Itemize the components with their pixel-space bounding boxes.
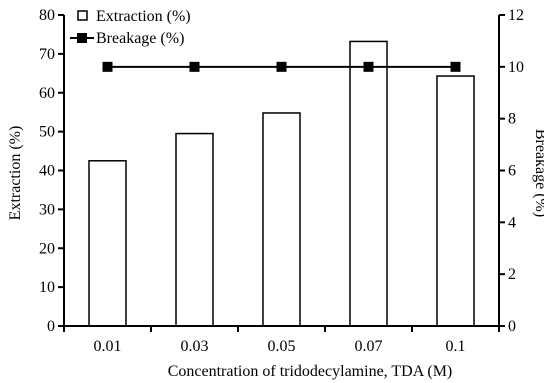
y-left-tick-label: 60 [39,85,55,102]
breakage-point [276,61,287,72]
breakage-point [363,61,374,72]
breakage-point [189,61,200,72]
y-right-tick-label: 10 [508,59,524,76]
extraction-bar [349,40,388,327]
y-right-tick-label: 8 [508,111,516,128]
y-right-tick-label: 4 [508,214,516,231]
y-right-tick-label: 6 [508,163,516,180]
extraction-bar [436,75,475,327]
y-left-tick-label: 30 [39,201,55,218]
extraction-bar [262,112,301,327]
x-tick-label: 0.1 [446,338,466,355]
extraction-bar [175,132,214,327]
x-axis-title: Concentration of tridodecylamine, TDA (M… [168,363,453,380]
breakage-point [102,61,113,72]
breakage-series [102,61,461,72]
axes: 0 10 20 30 40 50 60 70 80 0 2 4 6 8 10 12 0.01 0.03 0.05 0.… [39,7,524,355]
x-tick-label: 0.07 [355,338,383,355]
x-tick-label: 0.01 [94,338,122,355]
y-right-tick-label: 0 [508,318,516,335]
y-right-tick-label: 2 [508,266,516,283]
x-tick-label: 0.03 [181,338,209,355]
legend-extraction-label: Extraction (%) [96,8,191,25]
y-axis-right-title: Breakage (%) [532,129,544,217]
x-tick-label: 0.05 [268,338,296,355]
legend: Extraction (%) Breakage (%) [70,8,191,47]
y-left-tick-label: 80 [39,7,55,24]
y-left-tick-label: 10 [39,279,55,296]
y-left-tick-label: 40 [39,163,55,180]
y-left-tick-label: 20 [39,240,55,257]
y-right-tick-label: 12 [508,7,524,24]
y-left-tick-label: 50 [39,124,55,141]
extraction-bar [88,160,127,327]
breakage-point [450,61,461,72]
legend-breakage-marker [77,33,87,43]
bars [88,40,475,327]
legend-breakage-label: Breakage (%) [96,30,184,47]
legend-extraction-swatch [77,10,88,21]
y-axis-left-title: Extraction (%) [7,126,24,221]
y-left-tick-label: 70 [39,46,55,63]
y-left-tick-label: 0 [47,318,55,335]
